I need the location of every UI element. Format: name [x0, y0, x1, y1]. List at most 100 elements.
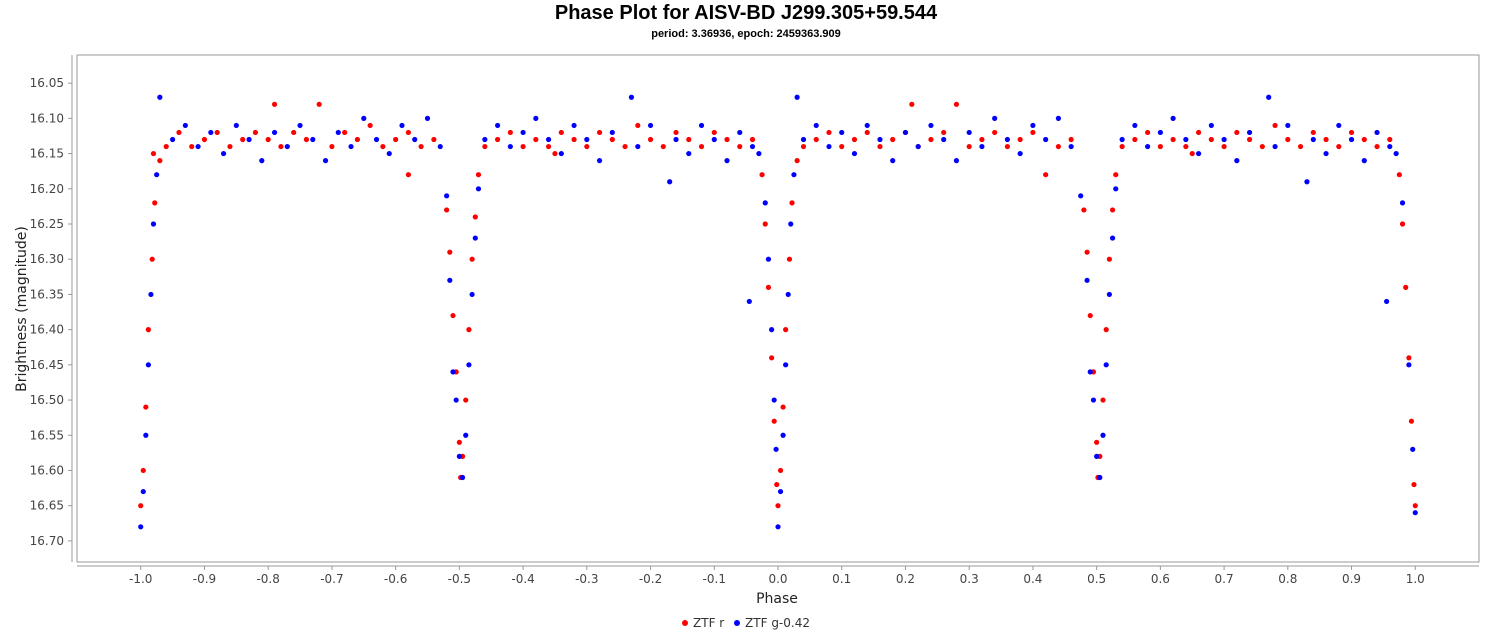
data-point-ztf-g: [220, 150, 227, 157]
x-tick-label: 0.7: [1215, 572, 1234, 586]
legend-label-ztf-g: ZTF g-0.42: [745, 616, 810, 630]
x-tick-label: -0.7: [320, 572, 343, 586]
data-point-ztf-g: [322, 158, 329, 164]
data-point-ztf-r: [1310, 129, 1316, 136]
data-point-ztf-r: [380, 143, 386, 150]
data-point-ztf-r: [176, 129, 182, 136]
data-point-ztf-g: [1090, 397, 1097, 403]
data-point-ztf-g: [545, 136, 552, 143]
x-tick-label: 0.2: [896, 572, 915, 586]
data-point-ztf-r: [393, 136, 399, 143]
data-point-ztf-r: [1113, 172, 1119, 178]
y-tick-label: 16.15: [30, 147, 64, 161]
data-point-ztf-r: [201, 136, 208, 143]
data-point-ztf-g: [361, 115, 367, 121]
data-point-ztf-r: [1055, 143, 1061, 150]
data-point-ztf-g: [635, 143, 641, 150]
data-point-ztf-r: [1068, 136, 1074, 143]
data-point-ztf-g: [195, 143, 201, 150]
data-point-ztf-r: [1170, 136, 1176, 143]
data-point-ztf-g: [1266, 94, 1272, 100]
data-point-ztf-g: [475, 186, 482, 192]
data-point-ztf-r: [507, 129, 513, 136]
data-point-ztf-g: [463, 432, 469, 438]
data-point-ztf-g: [673, 136, 679, 143]
data-point-ztf-r: [826, 129, 832, 136]
data-point-ztf-g: [711, 136, 717, 143]
legend-item-ztf-g: ZTF g-0.42: [734, 616, 810, 630]
chart-title: Phase Plot for AISV-BD J299.305+59.544: [554, 2, 938, 24]
data-point-ztf-g: [794, 94, 800, 100]
data-point-ztf-g: [1087, 369, 1093, 375]
data-point-ztf-r: [877, 143, 883, 150]
legend: ZTF r ZTF g-0.42: [0, 616, 1492, 630]
data-point-ztf-r: [447, 249, 453, 255]
data-point-ztf-g: [412, 136, 418, 143]
data-point-ztf-g: [773, 446, 779, 452]
data-point-ztf-r: [1234, 129, 1240, 136]
data-point-ztf-r: [635, 122, 641, 129]
y-tick-label: 16.40: [30, 323, 64, 337]
data-point-ztf-g: [1246, 129, 1253, 136]
data-point-ztf-g: [839, 129, 845, 136]
data-point-ztf-g: [737, 129, 743, 136]
data-point-ztf-g: [1094, 453, 1100, 459]
data-point-ztf-r: [1189, 150, 1195, 157]
data-point-ztf-g: [762, 200, 768, 206]
data-point-ztf-g: [386, 150, 392, 157]
data-point-ztf-g: [1383, 298, 1390, 305]
data-point-ztf-r: [1406, 355, 1412, 361]
data-point-ztf-r: [520, 143, 526, 150]
data-point-ztf-r: [1145, 129, 1151, 136]
data-point-ztf-g: [877, 136, 883, 143]
data-point-ztf-r: [405, 172, 411, 178]
data-point-ztf-g: [667, 179, 673, 185]
data-point-ztf-g: [941, 136, 947, 143]
x-tick-label: -0.2: [639, 572, 662, 586]
data-point-ztf-r: [145, 327, 151, 333]
data-point-ztf-r: [737, 143, 743, 150]
data-point-ztf-g: [1272, 143, 1278, 150]
x-tick-label: -0.3: [575, 572, 598, 586]
x-tick-label: -1.0: [129, 572, 152, 586]
data-point-ztf-r: [140, 467, 146, 474]
x-tick-label: -0.5: [448, 572, 471, 586]
y-tick-label: 16.55: [30, 428, 64, 442]
y-tick-label: 16.70: [30, 534, 64, 548]
data-point-ztf-g: [749, 143, 756, 150]
data-point-ztf-r: [1081, 207, 1087, 213]
data-point-ztf-g: [1103, 362, 1109, 368]
data-point-ztf-r: [928, 136, 934, 143]
data-point-ztf-r: [1132, 136, 1138, 143]
data-point-ztf-g: [399, 122, 405, 129]
data-point-ztf-r: [711, 129, 717, 136]
data-point-ztf-g: [138, 524, 144, 530]
data-point-ztf-r: [724, 136, 730, 143]
data-point-ztf-g: [769, 327, 775, 333]
y-tick-label: 16.50: [30, 393, 64, 407]
data-point-ztf-g: [1145, 143, 1151, 150]
x-tick-label: 0.1: [832, 572, 851, 586]
data-point-ztf-r: [1323, 136, 1329, 143]
data-point-ztf-r: [1043, 172, 1049, 178]
x-tick-label: -0.9: [193, 572, 216, 586]
data-point-ztf-g: [1132, 122, 1138, 129]
data-point-ztf-r: [851, 136, 858, 143]
data-point-ztf-g: [233, 122, 239, 129]
data-point-ztf-r: [966, 143, 972, 150]
data-point-ztf-r: [1017, 136, 1023, 143]
data-point-ztf-r: [769, 355, 775, 361]
data-point-ztf-g: [1399, 200, 1406, 206]
data-point-ztf-r: [992, 129, 998, 136]
data-point-ztf-r: [777, 467, 784, 474]
data-point-ztf-g: [1393, 150, 1399, 157]
data-point-ztf-g: [459, 474, 466, 481]
x-tick-label: 0.5: [1087, 572, 1106, 586]
data-point-ztf-g: [1078, 193, 1084, 199]
y-tick-label: 16.60: [30, 463, 64, 477]
x-tick-label: -0.8: [256, 572, 279, 586]
x-ticks: -1.0 -0.9 -0.8 -0.7 -0.6 -0.5 -0.4 -0.3 -0.2 -0.1…: [129, 566, 1425, 586]
data-point-ztf-g: [424, 115, 431, 121]
data-point-ztf-g: [1106, 291, 1112, 298]
data-point-ztf-g: [456, 453, 462, 459]
